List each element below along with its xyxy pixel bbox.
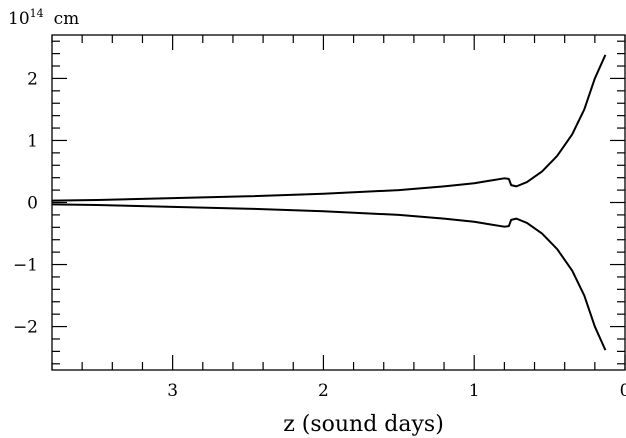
unit-text: cm xyxy=(54,9,80,29)
major-ticks xyxy=(52,35,626,370)
series-lower-line xyxy=(51,203,607,351)
series-group xyxy=(51,54,607,351)
series-upper-line xyxy=(51,54,607,202)
y-tick-label: 0 xyxy=(27,194,38,214)
plot-frame xyxy=(51,34,626,371)
minor-ticks xyxy=(51,35,625,370)
tick-labels: 3 2 1 0 −2 −1 0 1 2 xyxy=(13,69,626,401)
x-axis-label: z (sound days) xyxy=(283,412,444,437)
x-tick-label: 1 xyxy=(469,381,480,401)
y-tick-label: 2 xyxy=(27,69,38,89)
y-unit-label: 1014 cm xyxy=(8,7,79,29)
x-tick-label: 2 xyxy=(318,381,329,401)
x-tick-label: 3 xyxy=(167,381,178,401)
unit-base: 10 xyxy=(8,9,30,29)
unit-exponent: 14 xyxy=(30,7,44,20)
y-tick-label: −2 xyxy=(13,318,38,338)
y-tick-label: −1 xyxy=(13,256,38,276)
y-tick-label: 1 xyxy=(27,131,38,151)
x-tick-label: 0 xyxy=(620,381,626,401)
